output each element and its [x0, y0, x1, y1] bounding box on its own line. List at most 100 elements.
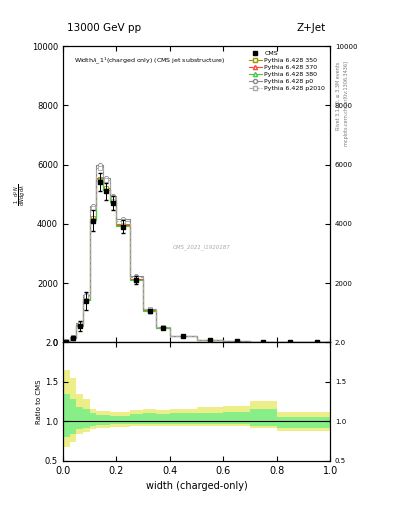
Pythia 6.428 380 — [94, 217, 99, 223]
Pythia 6.428 p0 — [114, 193, 119, 199]
X-axis label: width (charged-only): width (charged-only) — [146, 481, 247, 491]
Pythia 6.428 370 — [127, 276, 132, 282]
Pythia 6.428 380 — [248, 339, 252, 345]
Pythia 6.428 380 — [107, 199, 112, 205]
Pythia 6.428 p2010 — [67, 338, 72, 345]
Pythia 6.428 p2010 — [141, 306, 145, 312]
Pythia 6.428 380 — [154, 308, 159, 314]
Pythia 6.428 380 — [74, 335, 79, 341]
Pythia 6.428 p0 — [167, 332, 172, 338]
Pythia 6.428 p2010 — [154, 306, 159, 312]
Pythia 6.428 370 — [61, 338, 65, 345]
Pythia 6.428 380 — [87, 297, 92, 303]
Pythia 6.428 p2010 — [101, 177, 105, 183]
Pythia 6.428 350 — [87, 296, 92, 303]
Pythia 6.428 370 — [248, 338, 252, 345]
Pythia 6.428 370 — [114, 222, 119, 228]
Pythia 6.428 p0 — [67, 338, 72, 345]
Pythia 6.428 370 — [221, 338, 226, 345]
Pythia 6.428 p2010 — [248, 339, 252, 345]
Pythia 6.428 370 — [94, 175, 99, 181]
Line: Pythia 6.428 350: Pythia 6.428 350 — [63, 179, 330, 343]
Pythia 6.428 p0 — [127, 272, 132, 279]
Pythia 6.428 p0 — [167, 324, 172, 330]
Pythia 6.428 350 — [67, 338, 72, 345]
Pythia 6.428 350 — [87, 215, 92, 221]
Pythia 6.428 p2010 — [274, 339, 279, 345]
Pythia 6.428 p0 — [154, 306, 159, 312]
Pythia 6.428 380 — [167, 333, 172, 339]
Pythia 6.428 p2010 — [167, 333, 172, 339]
Pythia 6.428 370 — [101, 175, 105, 181]
Pythia 6.428 p0 — [194, 337, 199, 343]
Pythia 6.428 370 — [194, 337, 199, 343]
Pythia 6.428 380 — [167, 325, 172, 331]
Pythia 6.428 p0 — [94, 203, 99, 209]
Text: CMS_2021_I1920187: CMS_2021_I1920187 — [173, 245, 231, 250]
Pythia 6.428 p0 — [274, 339, 279, 345]
Pythia 6.428 350 — [194, 333, 199, 339]
Pythia 6.428 350 — [167, 325, 172, 331]
Pythia 6.428 p2010 — [101, 164, 105, 170]
Pythia 6.428 350 — [301, 339, 306, 346]
Pythia 6.428 350 — [74, 334, 79, 340]
Pythia 6.428 350 — [101, 185, 105, 191]
Pythia 6.428 p0 — [74, 321, 79, 327]
Pythia 6.428 380 — [274, 339, 279, 345]
Pythia 6.428 350 — [328, 339, 332, 346]
Text: mcplots.cern.ch [arXiv:1306.3436]: mcplots.cern.ch [arXiv:1306.3436] — [344, 61, 349, 146]
Pythia 6.428 370 — [87, 216, 92, 222]
Line: Pythia 6.428 p0: Pythia 6.428 p0 — [63, 164, 330, 343]
Pythia 6.428 p2010 — [301, 339, 306, 346]
Pythia 6.428 p2010 — [67, 334, 72, 340]
Pythia 6.428 370 — [81, 297, 85, 303]
Pythia 6.428 370 — [81, 323, 85, 329]
Pythia 6.428 p0 — [221, 337, 226, 343]
Pythia 6.428 350 — [248, 339, 252, 345]
Pythia 6.428 p0 — [81, 321, 85, 327]
Pythia 6.428 350 — [248, 338, 252, 345]
Pythia 6.428 350 — [154, 325, 159, 331]
Pythia 6.428 370 — [301, 339, 306, 346]
Pythia 6.428 350 — [274, 339, 279, 345]
Pythia 6.428 350 — [67, 334, 72, 340]
Pythia 6.428 370 — [94, 216, 99, 222]
Pythia 6.428 p2010 — [127, 273, 132, 280]
Pythia 6.428 p0 — [328, 339, 332, 346]
Pythia 6.428 370 — [87, 297, 92, 303]
Pythia 6.428 380 — [87, 217, 92, 223]
Pythia 6.428 350 — [141, 307, 145, 313]
Pythia 6.428 p0 — [94, 161, 99, 167]
Pythia 6.428 p0 — [107, 175, 112, 181]
Pythia 6.428 370 — [107, 187, 112, 193]
Pythia 6.428 p0 — [87, 292, 92, 298]
Pythia 6.428 p2010 — [114, 218, 119, 224]
Pythia 6.428 380 — [194, 337, 199, 343]
Pythia 6.428 380 — [114, 199, 119, 205]
Pythia 6.428 p0 — [274, 339, 279, 345]
Pythia 6.428 p0 — [248, 339, 252, 345]
Pythia 6.428 380 — [81, 297, 85, 303]
Pythia 6.428 p2010 — [74, 321, 79, 327]
Pythia 6.428 350 — [114, 197, 119, 203]
Pythia 6.428 p2010 — [167, 324, 172, 330]
Pythia 6.428 350 — [107, 185, 112, 191]
Pythia 6.428 350 — [114, 221, 119, 227]
Pythia 6.428 p0 — [141, 272, 145, 279]
Pythia 6.428 p0 — [87, 203, 92, 209]
Pythia 6.428 p2010 — [221, 337, 226, 343]
Pythia 6.428 p2010 — [221, 338, 226, 345]
Pythia 6.428 p0 — [74, 334, 79, 340]
Pythia 6.428 370 — [127, 222, 132, 228]
Y-axis label: Ratio to CMS: Ratio to CMS — [36, 379, 42, 424]
Pythia 6.428 p0 — [67, 334, 72, 340]
Line: Pythia 6.428 380: Pythia 6.428 380 — [63, 179, 330, 343]
Pythia 6.428 p0 — [61, 338, 65, 345]
Pythia 6.428 p2010 — [154, 324, 159, 330]
Pythia 6.428 350 — [81, 323, 85, 329]
Legend: CMS, Pythia 6.428 350, Pythia 6.428 370, Pythia 6.428 380, Pythia 6.428 p0, Pyth: CMS, Pythia 6.428 350, Pythia 6.428 370,… — [247, 49, 327, 93]
Pythia 6.428 370 — [101, 187, 105, 193]
Pythia 6.428 p2010 — [114, 194, 119, 200]
Pythia 6.428 380 — [101, 176, 105, 182]
Pythia 6.428 380 — [141, 308, 145, 314]
